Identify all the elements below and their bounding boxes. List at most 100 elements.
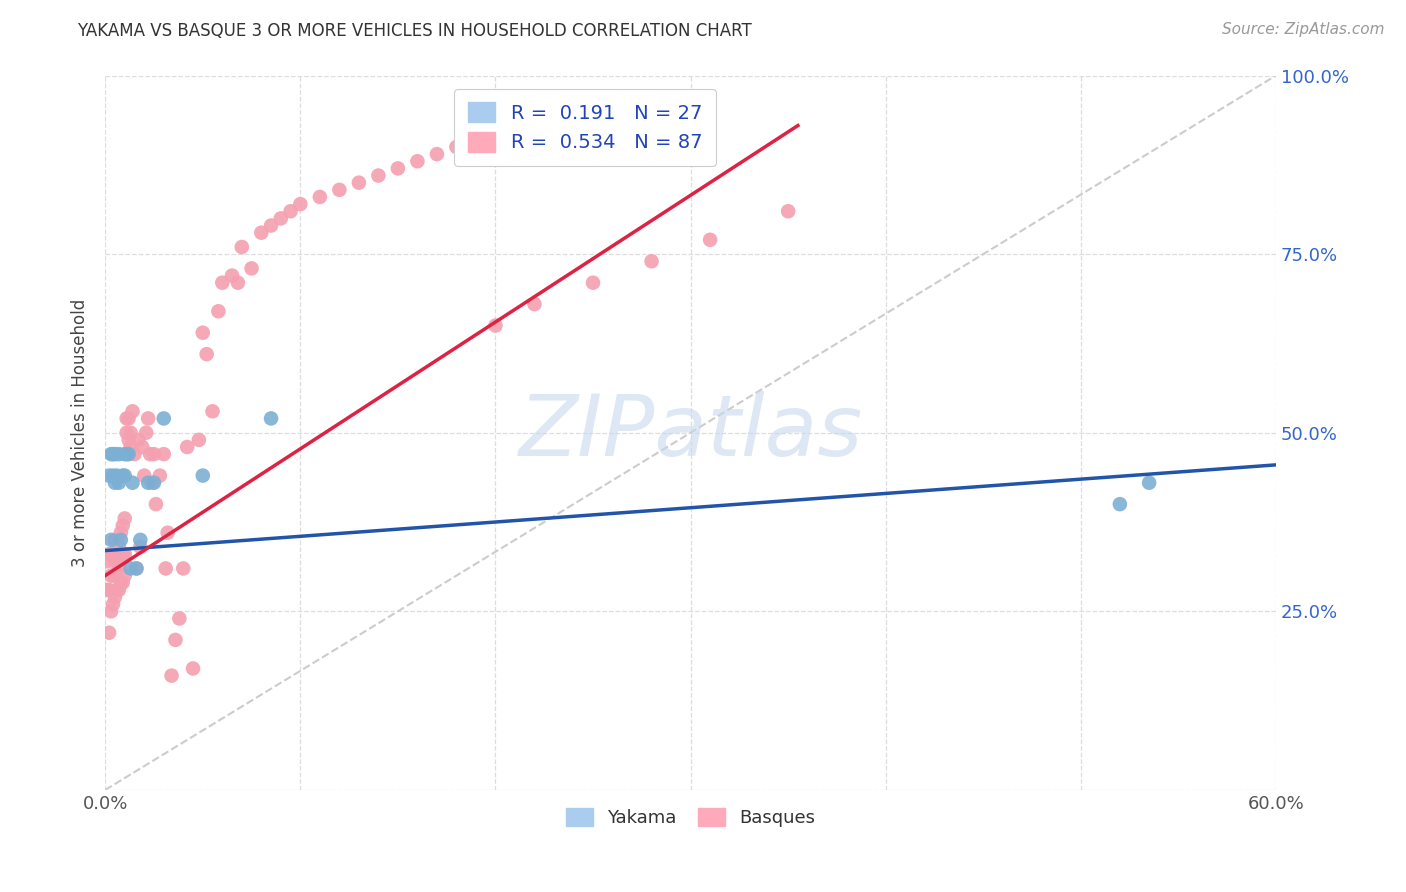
Point [98,547,121,561]
Point [172,561,194,575]
Point [446,140,468,154]
Point [176,440,198,454]
Point [426,147,449,161]
Point [115,425,138,440]
Point [136,411,159,425]
Point [149,468,172,483]
Point [108,475,131,490]
Point [290,197,312,211]
Point [143,475,166,490]
Point [110,575,132,590]
Point [124,447,146,461]
Point [169,611,191,625]
Y-axis label: 3 or more Vehicles in Household: 3 or more Vehicles in Household [72,299,89,566]
Point [778,204,800,219]
Point [139,447,162,461]
Point [104,533,127,547]
Point [105,582,128,597]
Point [131,440,153,454]
Point [129,540,152,554]
Point [134,468,156,483]
Point [101,547,124,561]
Point [582,276,605,290]
Point [111,575,134,590]
Point [308,190,330,204]
Point [143,447,166,461]
Point [101,447,124,461]
Point [101,468,124,483]
Point [98,625,121,640]
Point [98,582,121,597]
Point [221,268,243,283]
Point [211,276,233,290]
Point [640,254,662,268]
Point [96,554,118,568]
Point [187,433,209,447]
Point [114,468,136,483]
Point [114,568,136,582]
Legend: Yakama, Basques: Yakama, Basques [558,801,823,835]
Point [105,533,128,547]
Point [135,425,157,440]
Point [347,176,370,190]
Point [114,447,136,461]
Point [110,533,132,547]
Point [156,525,179,540]
Point [195,347,218,361]
Point [145,497,167,511]
Point [108,582,131,597]
Point [125,561,148,575]
Point [136,475,159,490]
Point [98,468,121,483]
Point [160,668,183,682]
Point [201,404,224,418]
Point [406,154,429,169]
Point [108,540,131,554]
Point [117,447,139,461]
Point [100,568,122,582]
Point [120,561,142,575]
Point [387,161,409,176]
Point [240,261,263,276]
Point [280,204,302,219]
Text: YAKAMA VS BASQUE 3 OR MORE VEHICLES IN HOUSEHOLD CORRELATION CHART: YAKAMA VS BASQUE 3 OR MORE VEHICLES IN H… [77,22,752,40]
Point [104,554,127,568]
Point [231,240,253,254]
Point [100,547,122,561]
Point [100,604,122,618]
Point [367,169,389,183]
Point [270,211,292,226]
Point [191,326,214,340]
Point [121,404,143,418]
Point [108,561,131,575]
Point [115,447,138,461]
Point [110,547,132,561]
Point [110,525,132,540]
Point [260,219,283,233]
Point [111,518,134,533]
Point [121,475,143,490]
Point [108,447,131,461]
Point [165,632,187,647]
Point [152,447,174,461]
Point [104,447,127,461]
Point [105,468,128,483]
Point [1108,497,1130,511]
Point [120,440,142,454]
Point [226,276,249,290]
Point [699,233,721,247]
Point [328,183,350,197]
Point [105,554,128,568]
Point [127,433,149,447]
Point [207,304,229,318]
Point [250,226,273,240]
Point [141,475,163,490]
Point [104,590,127,604]
Point [100,533,122,547]
Point [120,425,142,440]
Point [114,511,136,525]
Point [101,597,124,611]
Point [1137,475,1160,490]
Point [191,468,214,483]
Point [96,582,118,597]
